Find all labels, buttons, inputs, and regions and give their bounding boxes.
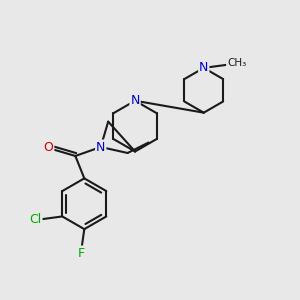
Text: N: N bbox=[130, 94, 140, 107]
Text: F: F bbox=[78, 247, 85, 260]
Text: N: N bbox=[199, 61, 208, 74]
Text: O: O bbox=[44, 140, 53, 154]
Text: Cl: Cl bbox=[29, 213, 42, 226]
Text: CH₃: CH₃ bbox=[227, 58, 246, 68]
Text: N: N bbox=[96, 140, 105, 154]
